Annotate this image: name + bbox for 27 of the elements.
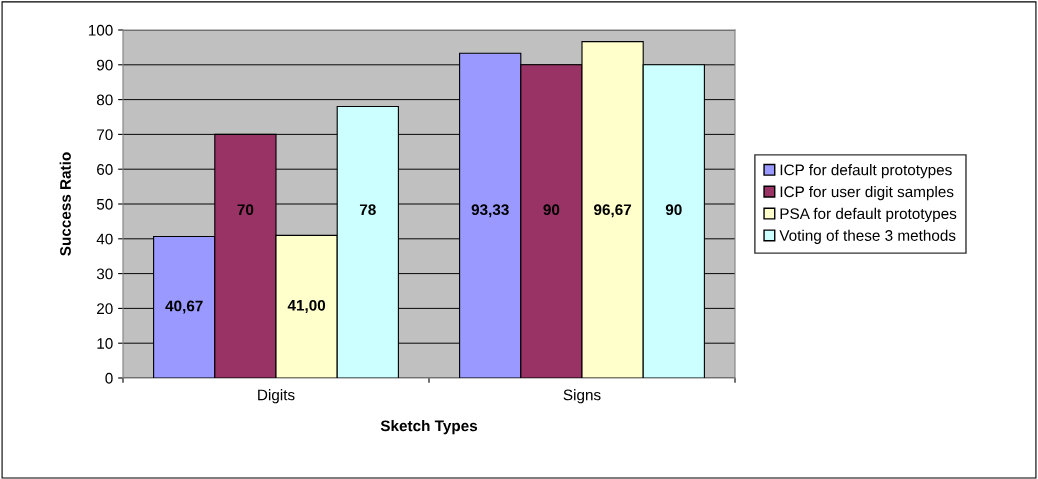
data-label: 93,33 xyxy=(471,204,509,218)
y-tick-label: 30 xyxy=(96,268,113,280)
data-label: 40,67 xyxy=(165,300,203,314)
y-axis-title: Success Ratio xyxy=(59,152,71,256)
x-tick-label: Signs xyxy=(563,389,601,404)
data-label: 96,67 xyxy=(594,204,632,218)
legend-label: PSA for default prototypes xyxy=(780,207,957,223)
data-label: 41,00 xyxy=(287,299,326,313)
data-label: 90 xyxy=(665,204,682,216)
legend-label: ICP for user digit samples xyxy=(780,185,954,201)
data-label: 70 xyxy=(237,204,254,216)
y-tick-label: 90 xyxy=(97,59,113,71)
legend-label: Voting of these 3 methods xyxy=(779,229,956,244)
y-tick-label: 40 xyxy=(96,233,113,245)
y-tick-label: 70 xyxy=(97,129,113,141)
legend-label: ICP for default prototypes xyxy=(780,164,952,179)
data-label: 78 xyxy=(359,204,376,216)
y-tick-label: 50 xyxy=(96,198,113,210)
x-axis-title: Sketch Types xyxy=(380,420,478,435)
y-tick-label: 60 xyxy=(97,164,113,175)
y-tick-label: 0 xyxy=(105,372,113,384)
y-tick-label: 20 xyxy=(97,303,113,315)
y-tick-label: 100 xyxy=(88,24,113,36)
x-tick-label: Digits xyxy=(258,389,295,404)
y-tick-label: 80 xyxy=(96,94,113,106)
y-tick-label: 10 xyxy=(97,338,113,349)
data-label: 90 xyxy=(543,204,560,216)
